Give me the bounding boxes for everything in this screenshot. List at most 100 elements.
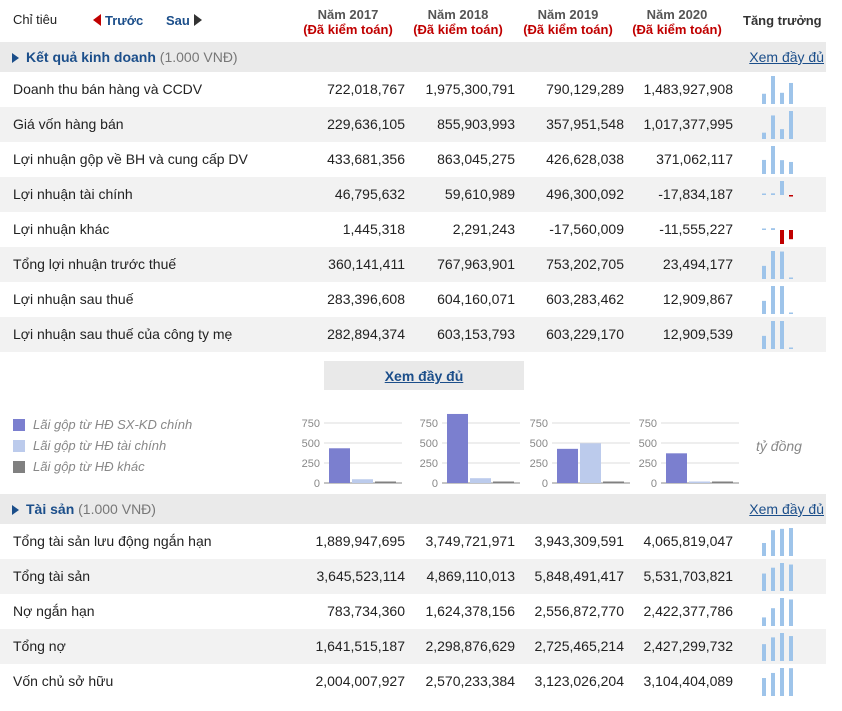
growth-sparkline: [762, 598, 793, 626]
section-business: Kết quả kinh doanh (1.000 VNĐ) Xem đầy đ…: [0, 42, 826, 72]
spark-bar: [762, 132, 766, 139]
legend-swatch: [13, 461, 25, 473]
chart-bar: [470, 478, 491, 483]
spark-bar: [780, 668, 784, 696]
spark-bar: [762, 644, 766, 661]
spark-bar: [789, 636, 793, 661]
spark-bar: [789, 599, 793, 626]
spark-bar: [762, 300, 766, 314]
section-title: Kết quả kinh doanh (1.000 VNĐ): [26, 49, 238, 65]
table-header: Chỉ tiêu Trước Sau Năm 2017 (Đã kiểm toán…: [0, 0, 842, 42]
row-label: Tổng lợi nhuận trước thuế: [13, 256, 177, 272]
spark-bar: [762, 93, 766, 104]
y-tick-label: 0: [542, 478, 548, 490]
row-value: -11,555,227: [659, 221, 733, 237]
row-label: Tổng tài sản: [13, 568, 91, 584]
row-label: Lợi nhuận khác: [13, 221, 110, 237]
row-value: 371,062,117: [656, 151, 733, 167]
growth-sparkline: [762, 181, 793, 197]
row-value: 1,641,515,187: [315, 638, 405, 654]
mini-bar-chart: 750 500 250 0: [414, 412, 524, 495]
table-row: Lợi nhuận gộp về BH và cung cấp DV 433,68…: [0, 142, 826, 177]
section-marker-icon: [12, 505, 19, 515]
row-value: 753,202,705: [546, 256, 624, 272]
legend-item: Lãi gộp từ HĐ SX-KD chính: [13, 415, 192, 436]
row-value: 2,427,299,732: [643, 638, 733, 654]
growth-sparkline: [762, 563, 793, 591]
row-value: 1,483,927,908: [643, 81, 733, 97]
y-tick-label: 250: [639, 458, 657, 470]
row-value: 783,734,360: [327, 603, 405, 619]
spark-bar: [771, 672, 775, 696]
chart-unit: tỷ đồng: [756, 438, 802, 454]
chart-bar: [557, 448, 578, 483]
y-tick-label: 750: [302, 418, 320, 430]
table-row: Tổng tài sản lưu động ngắn hạn 1,889,947,…: [0, 524, 826, 559]
spark-bar: [771, 115, 775, 139]
year-header-2020: Năm 2020 (Đã kiểm toán): [632, 7, 722, 37]
legend-item: Lãi gộp từ HĐ tài chính: [13, 436, 192, 457]
spark-bar: [789, 528, 793, 556]
indicator-header: Chỉ tiêu: [13, 12, 58, 27]
row-value: 603,283,462: [546, 291, 624, 307]
mini-chart-svg: 750 500 250 0: [530, 418, 630, 490]
table-row: Lợi nhuận sau thuế 283,396,608 604,160,071…: [0, 282, 826, 317]
spark-bar: [780, 528, 784, 556]
spark-bar: [762, 265, 766, 279]
spark-bar: [789, 347, 793, 349]
spark-bar: [771, 286, 775, 314]
legend-swatch: [13, 440, 25, 452]
growth-sparkline: [762, 111, 793, 139]
row-label: Doanh thu bán hàng và CCDV: [13, 81, 203, 97]
row-label: Lợi nhuận tài chính: [13, 186, 133, 202]
chart-bar: [352, 479, 373, 483]
mini-chart-svg: 750 500 250 0: [302, 418, 402, 490]
spark-bar: [762, 573, 766, 591]
y-tick-label: 0: [432, 478, 438, 490]
growth-sparkline: [762, 228, 793, 244]
row-value: 767,963,901: [437, 256, 515, 272]
row-value: 2,291,243: [452, 221, 515, 237]
row-value: 1,975,300,791: [425, 81, 515, 97]
table-row: Lợi nhuận khác 1,445,318 2,291,243 -17,560,…: [0, 212, 826, 247]
row-value: 23,494,177: [662, 256, 733, 272]
view-full-link[interactable]: Xem đầy đủ: [749, 49, 824, 65]
y-tick-label: 250: [530, 458, 548, 470]
row-value: 496,300,092: [546, 186, 624, 202]
year-header-2019: Năm 2019 (Đã kiểm toán): [523, 7, 613, 37]
chart-legend: Lãi gộp từ HĐ SX-KD chính Lãi gộp từ HĐ …: [13, 415, 192, 478]
spark-bar: [780, 286, 784, 314]
view-full-link[interactable]: Xem đầy đủ: [749, 501, 824, 517]
chart-bar: [689, 481, 710, 483]
row-value: 2,570,233,384: [425, 673, 515, 689]
row-value: 3,943,309,591: [534, 533, 624, 549]
y-tick-label: 500: [530, 438, 548, 450]
spark-bar: [780, 633, 784, 661]
row-label: Tổng nợ: [13, 638, 66, 654]
spark-bar: [780, 230, 784, 244]
spark-bar: [771, 567, 775, 591]
row-label: Lợi nhuận sau thuế của công ty mẹ: [13, 326, 233, 342]
spark-bar: [762, 617, 766, 626]
spark-bar: [771, 193, 775, 195]
row-value: 282,894,374: [327, 326, 405, 342]
row-value: 2,422,377,786: [643, 603, 733, 619]
row-value: 3,104,404,089: [643, 673, 733, 689]
spark-bar: [771, 146, 775, 174]
table-row: Tổng lợi nhuận trước thuế 360,141,411 767,…: [0, 247, 826, 282]
growth-sparkline: [762, 633, 793, 661]
mini-bar-chart: 750 500 250 0: [296, 412, 406, 495]
prev-button[interactable]: Trước: [93, 13, 143, 28]
y-tick-label: 750: [639, 418, 657, 430]
spark-bar: [771, 228, 775, 230]
y-tick-label: 750: [420, 418, 438, 430]
row-value: 1,017,377,995: [643, 116, 733, 132]
spark-bar: [771, 530, 775, 556]
row-label: Lợi nhuận sau thuế: [13, 291, 134, 307]
section-title: Tài sản (1.000 VNĐ): [26, 501, 156, 517]
table-row: Lợi nhuận sau thuế của công ty mẹ 282,894…: [0, 317, 826, 352]
next-button[interactable]: Sau: [166, 13, 202, 28]
spark-bar: [762, 335, 766, 349]
spark-bar: [780, 251, 784, 279]
view-full-center-link[interactable]: Xem đầy đủ: [324, 361, 524, 390]
